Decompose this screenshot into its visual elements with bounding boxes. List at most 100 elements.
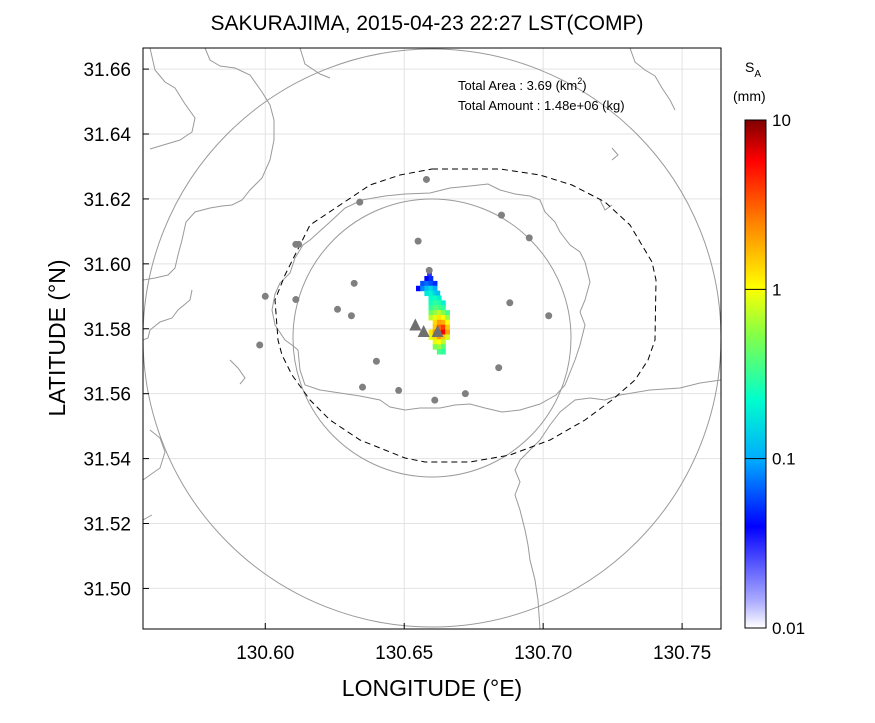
deposit-cell — [432, 334, 438, 340]
colorbar-unit: (mm) — [733, 88, 766, 104]
colorbar-symbol: SA — [745, 59, 761, 80]
station-marker — [495, 364, 503, 372]
colorbar-tick-label: 0.01 — [772, 619, 805, 638]
station-marker — [431, 396, 439, 404]
deposit-cell — [436, 344, 442, 350]
colorbar-tick-label: 0.1 — [772, 450, 796, 469]
mainland-coast-north — [143, 48, 331, 281]
deposit-cell — [432, 324, 438, 331]
deposit-cell — [432, 290, 438, 297]
deposit-cell — [436, 300, 442, 306]
total-area-text: Total Area : 3.69 (km2) — [458, 76, 587, 93]
deposit-cell — [428, 285, 434, 292]
deposit-cell — [432, 344, 438, 350]
deposit-cell — [441, 314, 446, 321]
deposit-cell — [445, 329, 450, 336]
deposit-cell — [432, 305, 438, 311]
deposit-cell — [436, 310, 442, 316]
mainland-coast-east — [514, 48, 721, 629]
deposit-cell — [432, 310, 438, 316]
sakurajima-coastline — [271, 183, 591, 413]
outer-range-circle — [143, 48, 721, 628]
deposit-cell — [445, 319, 450, 326]
deposit-cell — [428, 290, 434, 297]
deposit-cell — [441, 339, 446, 345]
station-marker — [461, 390, 469, 398]
station-marker — [422, 175, 430, 183]
x-tick-label: 130.65 — [375, 643, 433, 664]
deposit-cell — [432, 280, 438, 287]
deposit-cell — [441, 349, 446, 355]
station-marker — [347, 312, 355, 320]
deposit-cell — [441, 319, 446, 326]
colorbar — [744, 119, 767, 629]
y-tick-label: 31.60 — [83, 255, 131, 276]
deposit-cell — [441, 344, 446, 350]
station-marker — [292, 296, 300, 304]
y-axis-label: LATITUDE (°N) — [44, 260, 70, 417]
colorbar-tick-label: 10 — [772, 111, 791, 130]
y-tick-label: 31.56 — [83, 385, 131, 406]
station-marker — [395, 386, 403, 394]
chart-title: SAKURAJIMA, 2015-04-23 22:27 LST(COMP) — [210, 12, 643, 35]
deposit-cell — [445, 324, 450, 331]
station-marker — [256, 341, 264, 349]
station-marker — [425, 266, 433, 274]
station-marker — [292, 240, 300, 248]
y-tick-label: 31.58 — [83, 320, 131, 341]
deposit-cell — [441, 329, 446, 336]
y-tick-label: 31.62 — [83, 190, 131, 211]
deposit-cell — [428, 314, 434, 321]
y-tick-label: 31.54 — [83, 450, 131, 471]
deposit-cell — [432, 285, 438, 292]
calculation-boundary — [274, 168, 657, 463]
y-tick-label: 31.50 — [83, 579, 131, 600]
station-marker — [334, 305, 342, 313]
deposit-cell — [436, 319, 442, 326]
station-marker — [359, 383, 367, 391]
deposit-cell — [432, 300, 438, 306]
station-marker — [497, 211, 505, 219]
deposit-cell — [428, 329, 434, 336]
total-amount-text: Total Amount : 1.48e+06 (kg) — [458, 98, 625, 113]
deposit-cell — [441, 334, 446, 340]
deposit-cell — [436, 339, 442, 345]
deposit-cell — [424, 280, 430, 287]
x-tick-label: 130.70 — [514, 643, 572, 664]
deposit-cell — [436, 349, 442, 355]
deposit-cell — [436, 334, 442, 340]
deposit-cell — [441, 305, 446, 311]
x-tick-label: 130.75 — [653, 643, 711, 664]
deposit-cell — [428, 305, 434, 311]
total-area-close: ) — [582, 78, 586, 93]
colorbar-tick-label: 1 — [772, 280, 781, 299]
deposit-cell — [424, 285, 430, 292]
vent-marker — [409, 318, 422, 331]
deposit-cell — [432, 295, 438, 301]
station-marker — [350, 279, 358, 287]
deposit-cell — [424, 276, 430, 282]
deposit-cell — [436, 324, 442, 331]
vent-marker — [417, 325, 430, 338]
x-tick-label: 130.60 — [236, 643, 294, 664]
y-ticks: 31.66 31.64 31.62 31.60 31.58 31.56 31.54 31.52… — [83, 60, 149, 600]
deposit-cell — [420, 285, 425, 292]
deposit-cell — [441, 324, 446, 331]
grid-lines — [143, 48, 721, 629]
colorbar-symbol-sub: A — [754, 69, 761, 80]
deposit-cell — [432, 314, 438, 321]
deposit-cell — [427, 271, 432, 277]
deposit-cell — [445, 334, 450, 340]
colorbar-symbol-s: S — [745, 59, 754, 75]
deposit-cell — [436, 305, 442, 311]
station-marker — [525, 234, 533, 242]
colorbar-ticks: 10 1 0.1 0.01 — [745, 111, 805, 638]
deposit-cell — [428, 280, 434, 287]
deposit-cell — [436, 314, 442, 321]
deposit-cell — [428, 310, 434, 316]
deposit-cell — [432, 339, 438, 345]
y-tick-label: 31.64 — [83, 125, 131, 146]
deposit-cell — [420, 280, 425, 287]
station-marker — [372, 357, 380, 365]
